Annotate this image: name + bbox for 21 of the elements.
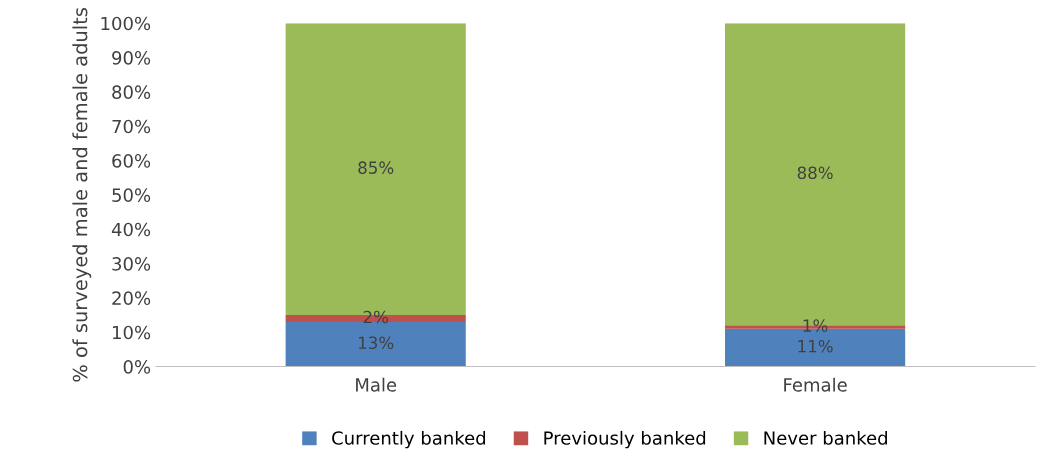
y-tick-label: 0% xyxy=(123,360,151,374)
data-label: 13% xyxy=(359,336,394,350)
y-tick-label: 50% xyxy=(112,188,151,202)
legend-label: Previously banked xyxy=(544,430,706,449)
y-tick-label: 90% xyxy=(112,51,151,65)
x-tick-label: Male xyxy=(356,377,397,392)
y-tick-label: 20% xyxy=(112,291,151,305)
y-axis-title: % of surveyed male and female adults xyxy=(72,8,92,382)
legend-label: Never banked xyxy=(764,430,887,445)
data-label: 11% xyxy=(798,339,833,353)
legend-label: Currently banked xyxy=(332,430,486,449)
y-tick-label: 100% xyxy=(101,16,151,31)
y-tick-label: 30% xyxy=(112,257,151,271)
data-label: 88% xyxy=(797,166,833,180)
y-tick-label: 80% xyxy=(112,85,151,99)
y-tick-label: 10% xyxy=(112,325,151,340)
y-tick-label: 40% xyxy=(111,222,151,237)
y-tick-label: 60% xyxy=(112,154,151,168)
y-tick-label: 70% xyxy=(112,119,151,134)
x-tick-label: Female xyxy=(784,377,847,392)
data-label: 85% xyxy=(358,161,394,174)
